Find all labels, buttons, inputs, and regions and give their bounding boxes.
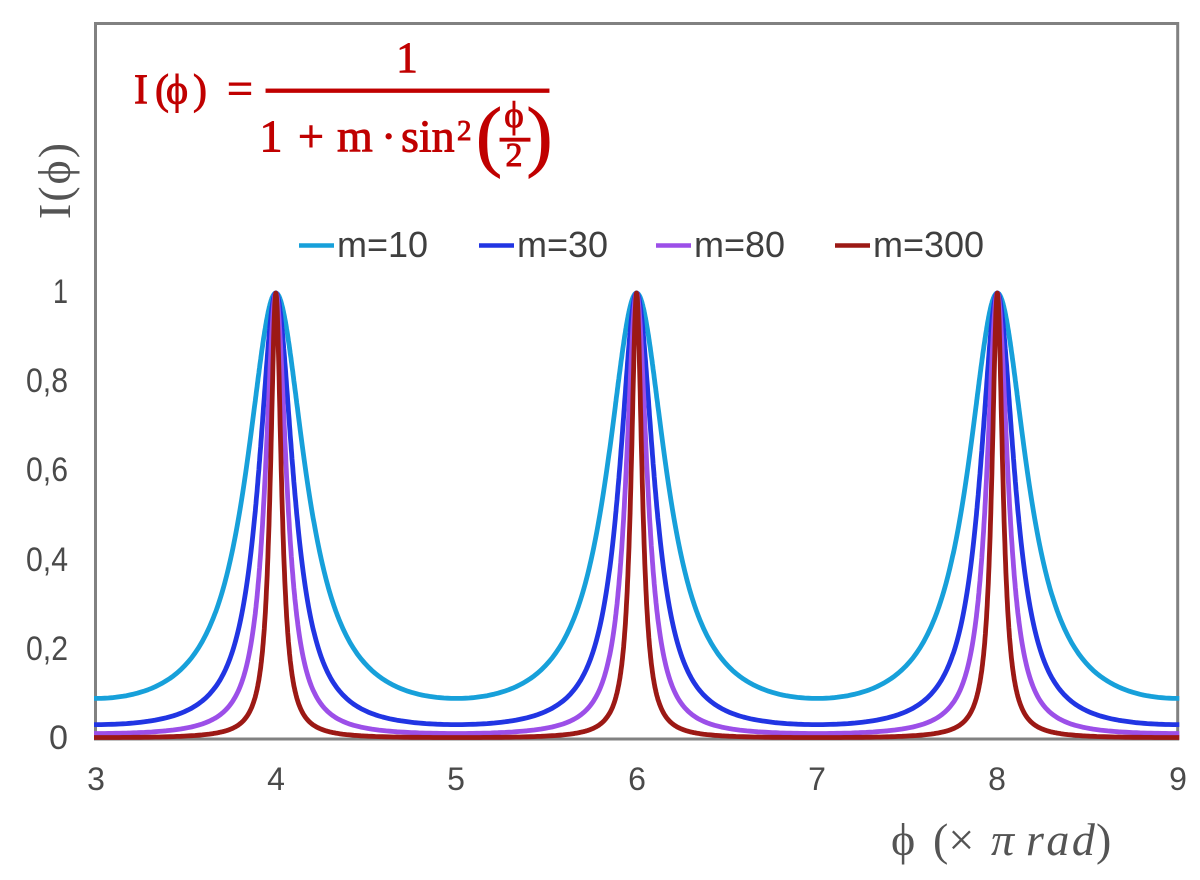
svg-text:ϕ: ϕ [504, 95, 523, 136]
svg-text:0,2: 0,2 [26, 630, 68, 668]
svg-text:2: 2 [506, 137, 523, 174]
svg-text:(×: (× [933, 814, 974, 865]
svg-text:1: 1 [260, 111, 283, 162]
svg-text:+: + [298, 111, 324, 162]
svg-text:ϕ: ϕ [166, 68, 188, 114]
svg-text:m=30: m=30 [517, 224, 608, 265]
svg-text:m: m [337, 111, 373, 162]
svg-text:rad: rad [1026, 814, 1097, 865]
svg-text:1: 1 [396, 35, 418, 82]
svg-text:I: I [134, 68, 148, 114]
svg-text:1: 1 [53, 273, 68, 311]
svg-text:0: 0 [49, 719, 68, 757]
svg-text:5: 5 [447, 761, 465, 797]
svg-text:0,6: 0,6 [26, 451, 68, 489]
svg-text:9: 9 [1169, 761, 1187, 797]
svg-text:(: ( [476, 92, 502, 179]
svg-text:m=80: m=80 [694, 224, 785, 265]
svg-text:m=300: m=300 [873, 224, 984, 265]
svg-text:3: 3 [87, 761, 105, 797]
svg-text:): ) [527, 92, 553, 179]
svg-text:sin: sin [401, 111, 455, 162]
svg-text:4: 4 [267, 761, 285, 797]
svg-text:I(ϕ): I(ϕ) [29, 141, 80, 219]
svg-text:): ) [1096, 814, 1111, 865]
svg-text:·: · [381, 111, 396, 162]
svg-text:2: 2 [457, 115, 472, 147]
svg-text:0,4: 0,4 [26, 541, 68, 579]
svg-text:m=10: m=10 [337, 224, 428, 265]
svg-text:0,8: 0,8 [26, 362, 68, 400]
svg-text:ϕ: ϕ [891, 814, 915, 865]
svg-text:=: = [227, 63, 253, 114]
svg-text:(: ( [155, 68, 169, 114]
svg-text:6: 6 [628, 761, 646, 797]
svg-text:π: π [991, 814, 1016, 865]
svg-text:7: 7 [808, 761, 826, 797]
svg-text:): ) [193, 68, 207, 114]
svg-text:8: 8 [988, 761, 1006, 797]
